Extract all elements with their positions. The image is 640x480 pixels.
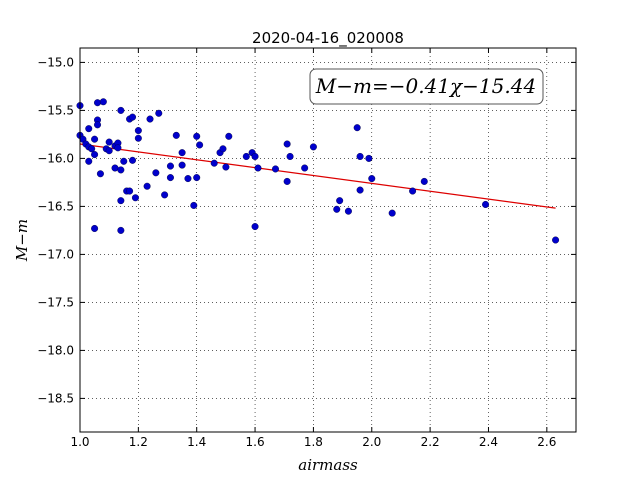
data-point <box>114 144 122 152</box>
data-point <box>225 132 233 140</box>
data-point <box>178 149 186 157</box>
y-tick-label: −16.0 <box>37 151 74 165</box>
data-point <box>309 143 317 151</box>
data-point <box>143 182 151 190</box>
data-point <box>105 138 113 146</box>
data-point <box>117 166 125 174</box>
data-point <box>91 224 99 232</box>
data-point <box>155 109 163 117</box>
data-point <box>117 226 125 234</box>
data-point <box>91 151 99 159</box>
x-tick-label: 1.2 <box>129 435 148 449</box>
x-tick-label: 1.6 <box>246 435 265 449</box>
fit-annotation-text: M−m=−0.41χ−15.44 <box>315 74 536 98</box>
x-tick-label: 2.0 <box>362 435 381 449</box>
y-tick-label: −15.0 <box>37 55 74 69</box>
data-point <box>126 187 134 195</box>
data-point <box>271 165 279 173</box>
data-point <box>210 159 218 167</box>
data-point <box>365 154 373 162</box>
data-point <box>88 145 96 153</box>
y-tick-label: −16.5 <box>37 199 74 213</box>
y-tick-label: −18.0 <box>37 343 74 357</box>
fit-layer <box>79 143 556 209</box>
fit-line <box>79 143 556 209</box>
data-point <box>482 200 490 208</box>
data-point <box>344 207 352 215</box>
data-point <box>353 124 361 132</box>
data-point <box>166 174 174 182</box>
data-point <box>283 177 291 185</box>
data-point <box>166 162 174 170</box>
data-point <box>184 175 192 183</box>
data-point <box>251 152 259 160</box>
fit-annotation: M−m=−0.41χ−15.44 <box>309 68 544 105</box>
data-point <box>99 98 107 106</box>
data-point <box>120 157 128 165</box>
chart-title: 2020-04-16_020008 <box>252 29 404 48</box>
data-point <box>152 169 160 177</box>
data-point <box>134 127 142 135</box>
x-tick-label: 2.4 <box>479 435 498 449</box>
data-point <box>388 209 396 217</box>
plot-frame <box>79 47 577 433</box>
data-point <box>94 99 102 107</box>
grid <box>79 48 576 432</box>
data-point <box>129 113 137 121</box>
data-point <box>117 106 125 114</box>
data-point <box>105 147 113 155</box>
data-point <box>117 197 125 205</box>
plot-background <box>80 48 576 432</box>
data-point <box>336 197 344 205</box>
data-point <box>129 156 137 164</box>
fit-annotation-box <box>309 68 544 105</box>
y-tick-label: −18.5 <box>37 391 74 405</box>
data-point <box>111 164 119 172</box>
data-point <box>134 134 142 142</box>
x-tick-label: 1.4 <box>187 435 206 449</box>
data-point <box>222 163 230 171</box>
x-axis-label: airmass <box>298 456 358 474</box>
x-tick-label: 2.6 <box>537 435 556 449</box>
data-point <box>552 236 560 244</box>
y-axis-label: M−m <box>13 219 31 262</box>
ticks: 1.0 1.2 1.4 1.6 1.8 2.0 2.2 2.4 2.6 −15.0 −15.5 −16… <box>37 48 576 449</box>
data-point <box>283 140 291 148</box>
y-tick-label: −17.0 <box>37 247 74 261</box>
data-point <box>178 161 186 169</box>
data-point <box>172 131 180 139</box>
data-point <box>193 174 201 182</box>
data-point <box>94 121 102 129</box>
data-point <box>190 201 198 209</box>
x-tick-label: 1.8 <box>304 435 323 449</box>
data-point <box>146 115 154 123</box>
data-point <box>251 223 259 231</box>
data-point <box>368 175 376 183</box>
data-point <box>333 205 341 213</box>
data-point <box>301 164 309 172</box>
data-point <box>219 145 227 153</box>
data-point <box>96 170 104 178</box>
data-point <box>91 135 99 143</box>
x-tick-label: 1.0 <box>70 435 89 449</box>
data-point <box>286 152 294 160</box>
data-point <box>161 191 169 199</box>
x-tick-label: 2.2 <box>421 435 440 449</box>
data-point <box>409 187 417 195</box>
data-point <box>420 177 428 185</box>
data-point <box>356 186 364 194</box>
data-point <box>242 152 250 160</box>
data-point <box>193 132 201 140</box>
data-point <box>85 157 93 165</box>
data-point <box>196 141 204 149</box>
data-point <box>356 152 364 160</box>
y-tick-label: −15.5 <box>37 103 74 117</box>
data-point <box>254 164 262 172</box>
y-tick-label: −17.5 <box>37 295 74 309</box>
data-point <box>131 194 139 202</box>
data-point <box>85 125 93 133</box>
points <box>76 98 560 244</box>
